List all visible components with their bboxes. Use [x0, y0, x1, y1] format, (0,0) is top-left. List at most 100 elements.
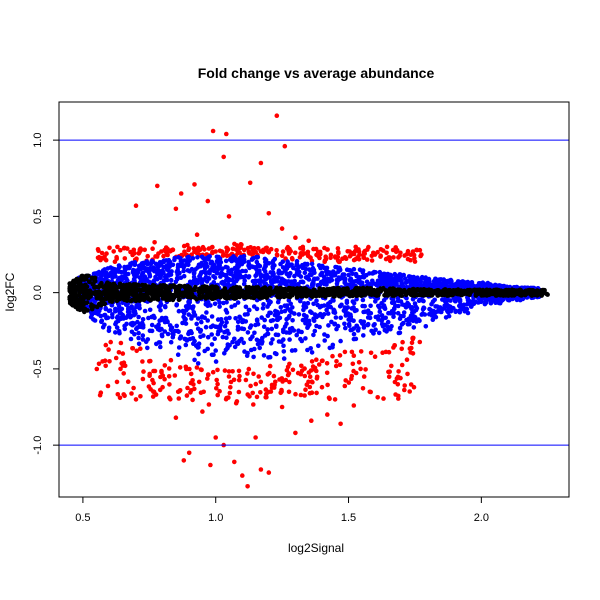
- blue-point: [187, 300, 192, 305]
- red-point: [166, 366, 172, 371]
- red-point: [236, 368, 242, 374]
- red-point: [310, 364, 316, 369]
- red-point: [145, 253, 150, 259]
- blue-point: [204, 310, 209, 315]
- red-point: [411, 252, 417, 258]
- blue-point: [409, 317, 414, 323]
- blue-point: [235, 341, 241, 347]
- y-tick-label: 1.0: [32, 132, 44, 147]
- blue-point: [274, 309, 280, 315]
- black-point: [85, 308, 90, 313]
- red-point: [120, 363, 126, 368]
- blue-point: [158, 344, 163, 350]
- blue-point: [325, 333, 330, 339]
- blue-point: [367, 281, 372, 287]
- red-point: [351, 257, 357, 263]
- blue-point: [339, 275, 345, 281]
- red-point: [375, 395, 381, 400]
- blue-point: [116, 277, 122, 282]
- red-point: [274, 248, 279, 253]
- blue-point: [113, 309, 118, 314]
- blue-point: [116, 263, 122, 268]
- blue-point: [310, 265, 316, 271]
- blue-point: [453, 309, 458, 315]
- blue-point: [279, 309, 284, 315]
- blue-point: [143, 339, 149, 345]
- black-point: [180, 291, 185, 296]
- blue-point: [222, 323, 228, 329]
- red-point: [106, 347, 111, 352]
- black-point: [158, 283, 163, 289]
- blue-point: [449, 281, 454, 287]
- red-point: [408, 382, 414, 387]
- red-point: [412, 259, 418, 264]
- red-point: [269, 382, 275, 388]
- blue-point: [235, 300, 241, 305]
- blue-point: [178, 275, 184, 281]
- red-point: [237, 373, 242, 379]
- blue-point: [405, 321, 411, 327]
- blue-point: [316, 343, 321, 349]
- red-point: [334, 359, 339, 364]
- blue-point: [233, 316, 238, 321]
- black-point: [150, 293, 156, 299]
- red-point: [250, 247, 255, 253]
- blue-point: [141, 260, 146, 266]
- blue-point: [195, 316, 201, 321]
- blue-point: [359, 321, 365, 326]
- red-point: [408, 252, 414, 257]
- blue-point: [397, 272, 403, 277]
- red-point: [336, 259, 342, 265]
- black-point: [110, 297, 116, 302]
- blue-point: [365, 321, 371, 327]
- blue-point: [448, 277, 454, 283]
- red-point: [253, 381, 259, 387]
- blue-point: [315, 276, 320, 281]
- red-point: [338, 421, 343, 427]
- blue-point: [254, 317, 260, 323]
- blue-point: [246, 275, 251, 280]
- blue-point: [158, 308, 163, 313]
- black-point: [421, 292, 427, 298]
- blue-point: [281, 356, 287, 361]
- blue-point: [309, 310, 314, 316]
- red-point: [247, 180, 253, 186]
- blue-point: [196, 351, 201, 357]
- blue-point: [191, 271, 197, 276]
- blue-point: [183, 342, 189, 348]
- blue-point: [418, 297, 424, 303]
- blue-point: [242, 312, 248, 317]
- blue-point: [232, 344, 238, 350]
- black-point: [112, 285, 118, 291]
- red-point: [324, 361, 330, 366]
- red-point: [140, 376, 146, 382]
- blue-point: [190, 255, 196, 261]
- black-point: [517, 292, 523, 298]
- red-point: [131, 385, 136, 391]
- red-point: [162, 363, 168, 368]
- blue-point: [224, 272, 229, 278]
- blue-point: [320, 314, 325, 320]
- blue-point: [222, 351, 227, 356]
- blue-point: [248, 323, 254, 328]
- blue-point: [259, 341, 265, 346]
- red-point: [378, 254, 383, 259]
- blue-point: [139, 272, 145, 278]
- blue-point: [380, 273, 385, 278]
- black-point: [332, 294, 337, 299]
- red-point: [120, 351, 126, 356]
- blue-point: [241, 253, 247, 259]
- blue-point: [199, 254, 205, 260]
- blue-point: [192, 338, 197, 344]
- red-point: [226, 374, 232, 379]
- red-point: [342, 383, 348, 389]
- blue-point: [360, 297, 366, 303]
- x-tick-label: 2.0: [474, 512, 489, 524]
- black-point: [210, 284, 215, 289]
- x-tick-label: 1.0: [208, 512, 223, 524]
- blue-point: [183, 321, 189, 326]
- blue-point: [186, 254, 191, 260]
- blue-point: [287, 337, 292, 342]
- red-point: [220, 253, 226, 258]
- blue-point: [263, 281, 269, 286]
